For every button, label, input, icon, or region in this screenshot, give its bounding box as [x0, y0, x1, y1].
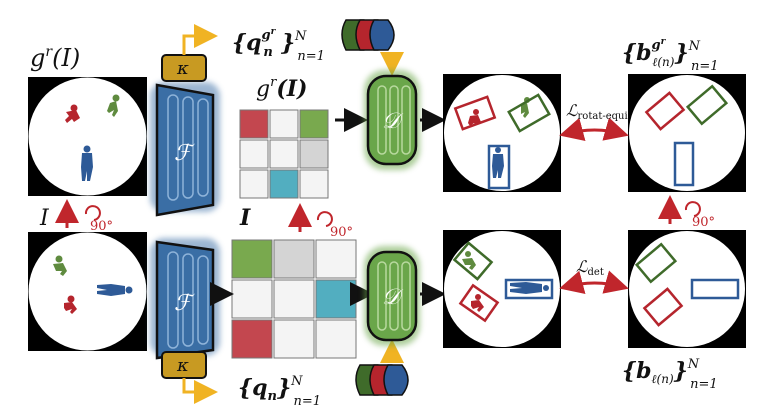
feature-grid-bottom — [231, 239, 357, 359]
loss-rotat-equi-arrow — [559, 117, 629, 141]
rotated-image-label: gr(I) — [30, 44, 80, 72]
kappa-arrow-top — [182, 24, 218, 55]
input-image-label: I — [39, 206, 50, 231]
rotate-cw-icon — [316, 211, 333, 227]
decoder-top: 𝒟 — [364, 70, 420, 170]
query-tokens-bottom — [355, 364, 409, 396]
encoder-label: ℱ — [174, 141, 195, 166]
query-set-top: {qgr n}N n=1 — [232, 27, 325, 64]
loss-det-arrow — [559, 270, 629, 294]
loss-det-label: ℒdet — [576, 257, 604, 278]
input-image — [28, 232, 147, 351]
prediction-image-top — [443, 74, 561, 192]
blue-person-icon — [81, 145, 93, 181]
kappa-bottom: κ — [161, 351, 207, 379]
rotated-input-image — [28, 77, 147, 196]
decoder-label: 𝒟 — [382, 285, 404, 310]
kappa-top: κ — [161, 54, 207, 82]
feature-grid-top — [239, 109, 329, 199]
top-grid-title: gr(I) — [256, 75, 307, 102]
rotation-angle-label: 90° — [90, 219, 113, 234]
query-tokens-top — [341, 19, 395, 51]
encoder-label: ℱ — [174, 291, 195, 316]
blue-person-icon — [97, 284, 133, 296]
kappa-arrow-bottom — [182, 378, 218, 404]
gt-box-set-rotated: {bgr ℓ(n)}N n=1 — [622, 37, 719, 74]
decoder-label: 𝒟 — [382, 109, 404, 134]
gt-box-set: {bℓ(n)}N n=1 — [622, 357, 718, 392]
svg-text:κ: κ — [176, 58, 189, 79]
green-person-icon — [107, 94, 120, 117]
bottom-grid-title: I — [239, 205, 251, 231]
query-set-bottom: {qn}N n=1 — [238, 374, 321, 409]
prediction-image-bottom — [443, 230, 561, 348]
rotate-cw-icon — [84, 205, 101, 221]
encoder-bottom: ℱ — [150, 238, 220, 360]
rotate-cw-icon — [684, 201, 701, 217]
red-person-icon — [65, 104, 80, 123]
green-person-icon — [53, 255, 67, 276]
gt-boxes — [628, 230, 746, 348]
red-person-icon — [64, 295, 77, 314]
decoder-bottom: 𝒟 — [364, 246, 420, 346]
encoder-top: ℱ — [150, 82, 220, 217]
gt-rotation-angle: 90° — [692, 215, 715, 230]
loss-rotat-equi-label: ℒrotat-equi — [566, 101, 628, 122]
svg-text:κ: κ — [176, 355, 189, 376]
grid-rotation-angle: 90° — [330, 225, 353, 240]
gt-boxes-rotated — [628, 74, 746, 192]
